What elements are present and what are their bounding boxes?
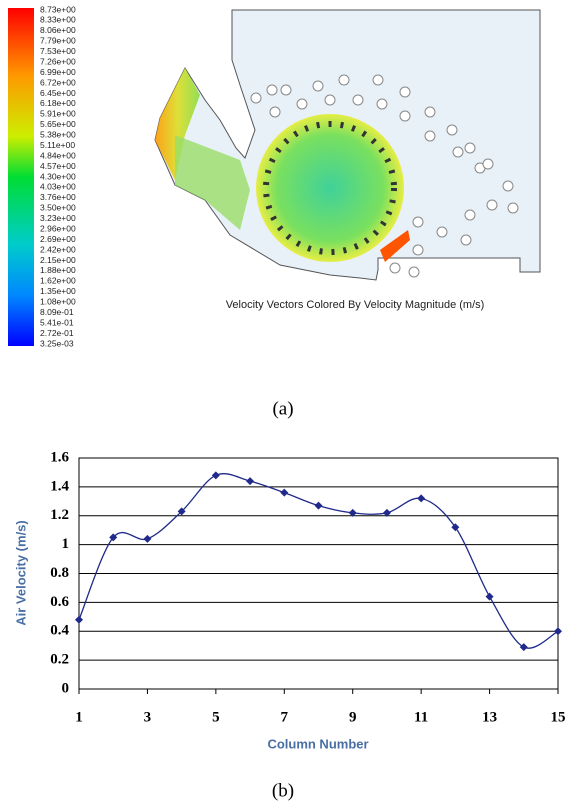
x-tick-label: 3 bbox=[144, 709, 152, 725]
colorbar-label: 5.65e+00 bbox=[40, 119, 76, 129]
colorbar-label: 1.35e+00 bbox=[40, 286, 76, 296]
data-point bbox=[280, 488, 289, 497]
y-tick-label: 1 bbox=[62, 536, 70, 552]
y-tick-label: 0.8 bbox=[50, 565, 69, 581]
colorbar-label: 3.23e+00 bbox=[40, 213, 76, 223]
data-point bbox=[109, 533, 118, 542]
y-axis-title: Air Velocity (m/s) bbox=[13, 520, 28, 625]
colorbar-label: 6.45e+00 bbox=[40, 88, 76, 98]
data-point bbox=[246, 477, 255, 486]
colorbar-label: 5.38e+00 bbox=[40, 130, 76, 140]
colorbar-label: 5.41e-01 bbox=[40, 317, 74, 327]
data-point bbox=[554, 627, 562, 636]
x-tick-label: 5 bbox=[212, 709, 220, 725]
colorbar-label: 7.79e+00 bbox=[40, 36, 76, 46]
colorbar-label: 4.30e+00 bbox=[40, 171, 76, 181]
data-point bbox=[485, 592, 494, 601]
colorbar-label: 8.06e+00 bbox=[40, 25, 76, 35]
flow-caption: Velocity Vectors Colored By Velocity Mag… bbox=[226, 299, 485, 311]
data-point bbox=[451, 523, 460, 532]
x-tick-label: 9 bbox=[349, 709, 357, 725]
rotor bbox=[256, 114, 404, 262]
colorbar-label: 7.26e+00 bbox=[40, 56, 76, 66]
outlet-jet bbox=[380, 230, 410, 262]
data-point bbox=[211, 471, 220, 480]
x-tick-label: 11 bbox=[414, 709, 428, 725]
colorbar-label: 6.99e+00 bbox=[40, 67, 76, 77]
panel-label: (b) bbox=[272, 780, 294, 801]
colorbar-label: 6.18e+00 bbox=[40, 98, 76, 108]
y-tick-label: 1.2 bbox=[50, 507, 69, 523]
inlet-jet bbox=[175, 135, 250, 230]
data-point bbox=[519, 643, 528, 652]
colorbar-label: 7.53e+00 bbox=[40, 46, 76, 56]
colorbar-label: 2.72e-01 bbox=[40, 328, 74, 338]
colorbar-label: 2.15e+00 bbox=[40, 255, 76, 265]
colorbar-label: 4.84e+00 bbox=[40, 150, 76, 160]
y-tick-label: 1.4 bbox=[50, 478, 69, 494]
colorbar-label: 2.69e+00 bbox=[40, 234, 76, 244]
x-tick-label: 7 bbox=[281, 709, 289, 725]
rotor-blades bbox=[263, 121, 397, 255]
data-point bbox=[75, 615, 83, 624]
colorbar-label: 1.88e+00 bbox=[40, 265, 76, 275]
colorbar-label: 5.91e+00 bbox=[40, 109, 76, 119]
colorbar-label: 1.62e+00 bbox=[40, 276, 76, 286]
y-tick-label: 1.6 bbox=[50, 449, 69, 465]
inlet-flow bbox=[155, 68, 200, 180]
colorbar-label: 4.57e+00 bbox=[40, 161, 76, 171]
data-point bbox=[417, 494, 426, 503]
y-tick-label: 0.4 bbox=[50, 623, 69, 639]
colorbar-label: 5.11e+00 bbox=[40, 140, 75, 150]
x-tick-label: 13 bbox=[482, 709, 497, 725]
flow-field bbox=[8, 8, 541, 346]
colorbar-label: 8.73e+00 bbox=[40, 4, 76, 14]
colorbar-label: 2.42e+00 bbox=[40, 244, 76, 254]
colorbar-label: 2.96e+00 bbox=[40, 223, 76, 233]
panel-label: (a) bbox=[272, 398, 293, 419]
y-tick-label: 0.2 bbox=[50, 652, 69, 668]
data-point bbox=[382, 508, 391, 517]
tubes bbox=[250, 74, 519, 278]
x-tick-label: 15 bbox=[551, 709, 566, 725]
x-axis-title: Column Number bbox=[267, 736, 368, 751]
data-point bbox=[177, 507, 186, 516]
data-point bbox=[348, 508, 357, 517]
data-point bbox=[314, 501, 323, 510]
colorbar-label: 8.33e+00 bbox=[40, 15, 76, 25]
y-tick-label: 0.6 bbox=[50, 594, 69, 610]
colorbar-label: 3.25e-03 bbox=[40, 338, 74, 348]
colorbar-label: 1.08e+00 bbox=[40, 297, 76, 307]
colorbar bbox=[8, 8, 34, 346]
colorbar-label: 8.09e-01 bbox=[40, 307, 74, 317]
y-tick-label: 0 bbox=[62, 680, 70, 696]
colorbar-label: 6.72e+00 bbox=[40, 77, 76, 87]
x-tick-label: 1 bbox=[75, 709, 83, 725]
colorbar-label: 3.50e+00 bbox=[40, 203, 76, 213]
data-point bbox=[143, 534, 152, 543]
colorbar-label: 3.76e+00 bbox=[40, 192, 76, 202]
data-line bbox=[78, 473, 559, 649]
colorbar-label: 4.03e+00 bbox=[40, 182, 76, 192]
